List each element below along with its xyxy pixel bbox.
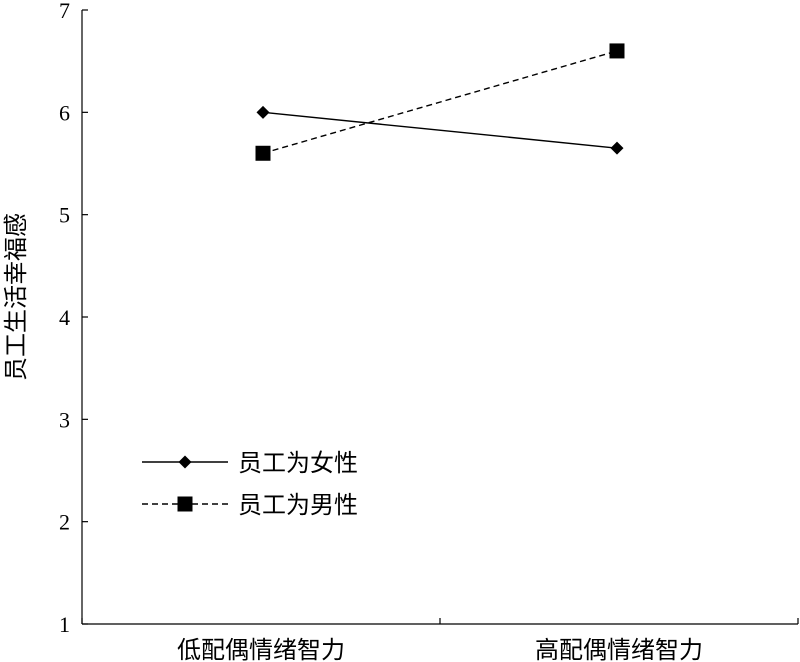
data-point <box>255 145 271 161</box>
legend-label: 员工为女性 <box>238 449 358 477</box>
data-point <box>609 43 625 59</box>
data-point <box>610 141 624 155</box>
series-1 <box>256 105 624 155</box>
series-line <box>262 111 618 149</box>
y-tick-label: 7 <box>59 0 70 23</box>
y-tick-label: 5 <box>59 203 70 228</box>
y-axis-label: 员工生活幸福感 <box>2 213 30 381</box>
legend-marker <box>178 455 192 469</box>
data-point <box>256 105 270 119</box>
legend-label: 员工为男性 <box>238 491 358 519</box>
x-categories: 低配偶情绪智力 高配偶情绪智力 <box>81 618 799 662</box>
y-tick-label: 1 <box>59 612 70 637</box>
series-line <box>262 50 618 154</box>
x-category-label: 低配偶情绪智力 <box>177 636 345 662</box>
y-tick-label: 4 <box>59 305 70 330</box>
y-ticks: 1 2 3 4 5 6 7 <box>59 0 88 637</box>
series-2 <box>255 43 625 161</box>
legend-marker <box>177 496 193 512</box>
y-tick-label: 2 <box>59 510 70 535</box>
y-tick-label: 6 <box>59 100 70 125</box>
x-category-label: 高配偶情绪智力 <box>535 636 703 662</box>
series-group <box>255 43 625 161</box>
y-tick-label: 3 <box>59 407 70 432</box>
